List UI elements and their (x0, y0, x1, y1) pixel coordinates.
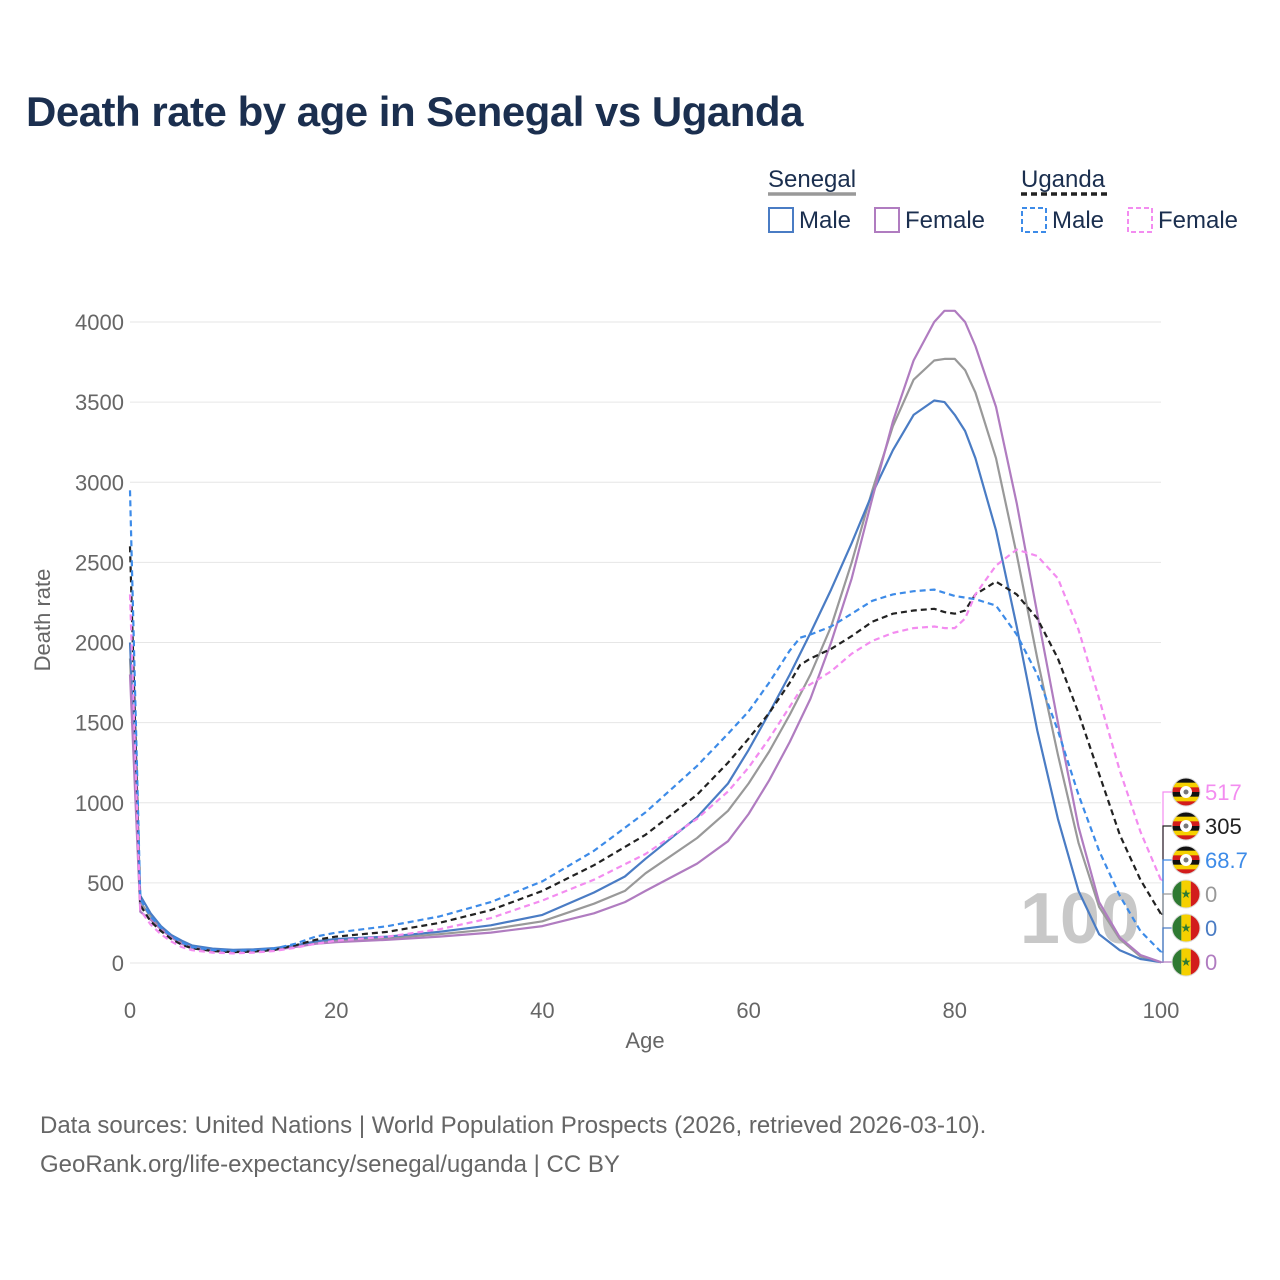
senegal-flag-icon: ★ (1172, 880, 1200, 908)
source-url: GeoRank.org/life-expectancy/senegal/ugan… (40, 1151, 620, 1178)
y-axis-title: Death rate (30, 569, 55, 672)
end-label-senegal-female: ★ 0 (1161, 947, 1217, 977)
y-tick-label: 1000 (75, 791, 124, 816)
watermark-label: 100 (1020, 879, 1140, 959)
source-line: Data sources: United Nations | World Pop… (40, 1112, 987, 1139)
legend-group-senegal: Senegal Male Female (768, 166, 985, 234)
series-line-uganda-male (128, 490, 1162, 953)
legend-group-uganda: Uganda Male Female (1021, 166, 1238, 234)
senegal-flag-icon: ★ (1172, 948, 1200, 976)
y-tick-label: 3000 (75, 470, 124, 495)
x-tick-label: 100 (1143, 998, 1180, 1023)
x-tick-label: 20 (324, 998, 348, 1023)
end-value-label: 0 (1205, 950, 1217, 975)
x-axis: 0 20 40 60 80 100 (124, 998, 1179, 1023)
x-axis-title: Age (625, 1028, 664, 1053)
svg-text:★: ★ (1181, 921, 1192, 935)
legend-swatch (1127, 207, 1153, 233)
senegal-flag-icon: ★ (1172, 914, 1200, 942)
source-note: Data sources: United Nations | World Pop… (40, 1106, 986, 1184)
end-value-label: 0 (1205, 882, 1217, 907)
end-value-label: 517 (1205, 780, 1242, 805)
legend-swatch (768, 207, 794, 233)
x-tick-label: 80 (943, 998, 967, 1023)
series-lines (128, 309, 1163, 964)
x-tick-label: 40 (530, 998, 554, 1023)
legend-item-label: Male (799, 207, 851, 234)
legend-swatch (1021, 207, 1047, 233)
legend-item-label: Female (1158, 207, 1238, 234)
uganda-flag-icon (1172, 778, 1200, 806)
end-value-label: 0 (1205, 916, 1217, 941)
legend-item-label: Female (905, 207, 985, 234)
y-axis: 0 500 1000 1500 2000 2500 3000 3500 4000 (75, 310, 124, 976)
svg-text:★: ★ (1181, 887, 1192, 901)
svg-text:★: ★ (1181, 955, 1192, 969)
y-tick-label: 0 (112, 951, 124, 976)
end-label-uganda-total: 305 (1161, 811, 1242, 915)
series-line-senegal-total (128, 357, 1162, 964)
y-tick-label: 500 (87, 871, 124, 896)
y-tick-label: 2500 (75, 550, 124, 575)
end-value-label: 305 (1205, 814, 1242, 839)
series-line-uganda-female (128, 548, 1163, 955)
x-tick-label: 0 (124, 998, 136, 1023)
y-tick-label: 4000 (75, 310, 124, 335)
legend-group-title: Senegal (768, 166, 856, 193)
legend-swatch (874, 207, 900, 233)
uganda-flag-icon (1172, 812, 1200, 840)
y-tick-label: 3500 (75, 390, 124, 415)
legend-group-title: Uganda (1021, 166, 1106, 193)
y-tick-label: 1500 (75, 711, 124, 736)
x-tick-label: 60 (736, 998, 760, 1023)
y-tick-label: 2000 (75, 631, 124, 656)
end-value-label: 68.7 (1205, 848, 1248, 873)
chart-title: Death rate by age in Senegal vs Uganda (26, 88, 803, 135)
series-line-senegal-male (128, 399, 1162, 964)
legend-item-label: Male (1052, 207, 1104, 234)
uganda-flag-icon (1172, 846, 1200, 874)
series-line-senegal-female (128, 309, 1162, 964)
series-line-uganda-total (128, 546, 1162, 954)
end-label-uganda-male: 68.7 (1161, 845, 1248, 953)
legend: Senegal Male Female Uganda Male Female (768, 166, 1238, 234)
grid-lines (130, 321, 1161, 964)
